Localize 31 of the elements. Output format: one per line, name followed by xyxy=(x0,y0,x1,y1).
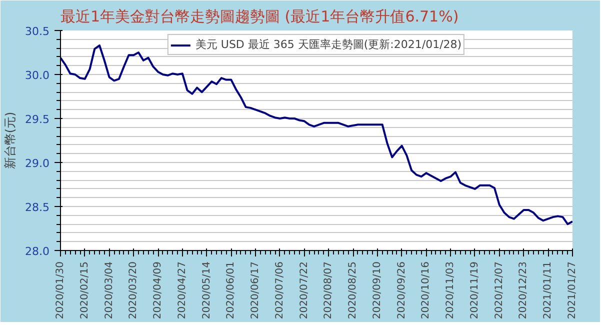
x-tick-label: 2020/06/17 xyxy=(250,261,262,320)
y-tick-label: 28.0 xyxy=(25,245,50,258)
x-tick-label: 2020/11/03 xyxy=(445,261,456,320)
x-tick-label: 2020/12/07 xyxy=(494,261,505,320)
x-tick-label: 2021/01/27 xyxy=(567,261,578,320)
x-tick-label: 2020/01/30 xyxy=(55,261,66,320)
x-tick-label: 2020/09/26 xyxy=(396,261,408,320)
x-tick-label: 2020/05/14 xyxy=(201,261,212,320)
x-tick-label: 2020/03/20 xyxy=(128,261,140,320)
x-tick-label: 2020/07/06 xyxy=(274,261,286,320)
x-tick-label: 2020/08/25 xyxy=(348,261,359,320)
x-tick-label: 2020/11/19 xyxy=(469,261,480,320)
x-tick-label: 2021/01/11 xyxy=(542,261,554,320)
y-tick-label: 29.0 xyxy=(25,157,50,170)
legend-label: 美元 USD 最近 365 天匯率走勢圖(更新:2021/01/28) xyxy=(195,37,462,52)
x-tick-label: 2020/04/27 xyxy=(176,261,188,320)
y-tick-label: 30.0 xyxy=(25,69,50,82)
x-tick-label: 2020/10/16 xyxy=(420,261,432,320)
x-tick-label: 2020/09/10 xyxy=(372,261,383,320)
y-tick-label: 28.5 xyxy=(25,201,50,214)
y-tick-label: 30.5 xyxy=(25,25,50,38)
x-tick-label: 2020/02/15 xyxy=(79,261,90,320)
x-tick-label: 2020/12/23 xyxy=(518,261,530,320)
chart-title: 最近1年美金對台幣走勢圖趨勢圖 (最近1年台幣升值6.71%) xyxy=(60,8,459,26)
x-tick-label: 2020/08/07 xyxy=(323,261,334,320)
y-axis-title: 新台幣(元) xyxy=(3,112,18,170)
x-tick-label: 2020/04/09 xyxy=(152,261,164,320)
x-tick-label: 2020/03/04 xyxy=(104,261,115,320)
y-tick-label: 29.5 xyxy=(25,113,50,126)
x-tick-label: 2020/06/01 xyxy=(226,261,237,320)
x-tick-label: 2020/07/22 xyxy=(298,261,310,320)
